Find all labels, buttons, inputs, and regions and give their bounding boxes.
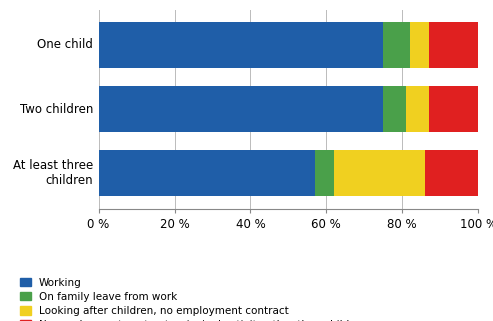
- Bar: [384, 22, 410, 68]
- Bar: [99, 86, 384, 132]
- Bar: [429, 86, 478, 132]
- Bar: [99, 150, 315, 196]
- Bar: [410, 22, 429, 68]
- Bar: [425, 150, 478, 196]
- Bar: [315, 150, 334, 196]
- Bar: [99, 22, 384, 68]
- Bar: [429, 22, 478, 68]
- Legend: Working, On family leave from work, Looking after children, no employment contra: Working, On family leave from work, Look…: [20, 278, 375, 321]
- Bar: [384, 86, 406, 132]
- Bar: [406, 86, 429, 132]
- Bar: [334, 150, 425, 196]
